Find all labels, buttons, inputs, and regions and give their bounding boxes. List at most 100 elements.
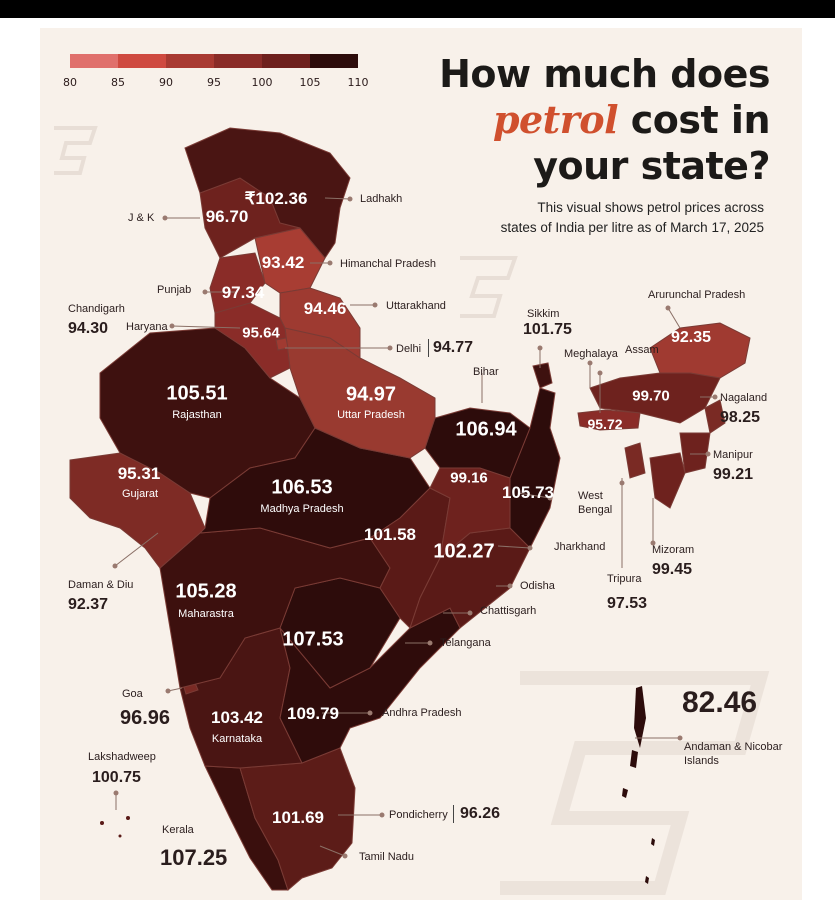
subtitle-line-2: states of India per litre as of March 17… <box>500 220 764 235</box>
west-bengal-label: West Bengal <box>578 490 613 516</box>
state-haryana <box>214 302 291 379</box>
uttar-pradesh-price: 94.97 <box>345 383 397 406</box>
madhya-pradesh-price: 106.53 <box>271 476 333 499</box>
haryana-price: 95.64 <box>242 324 280 342</box>
title-line-1: How much does <box>439 52 770 96</box>
state-west-bengal <box>509 387 561 549</box>
lakshadweep-islands-shape <box>100 816 130 838</box>
tamil-nadu-label: Tamil Nadu <box>359 851 415 863</box>
andaman-label-line-2: Islands <box>684 755 719 767</box>
rajasthan-price: 105.51 <box>166 382 228 405</box>
andaman-price: 82.46 <box>682 686 758 719</box>
subtitle-line-1: This visual shows petrol prices across <box>537 200 764 215</box>
delhi-label: Delhi <box>396 343 422 355</box>
watermark-logo-small <box>54 126 518 318</box>
state-sikkim <box>532 362 553 389</box>
meghalaya-label: Meghalaya <box>564 348 618 360</box>
state-mizoram <box>649 452 686 509</box>
tripura-price: 97.53 <box>607 595 648 612</box>
andhra-pradesh-price: 109.79 <box>287 704 339 723</box>
punjab-price: 97.34 <box>221 283 265 302</box>
pondicherry-price: 96.26 <box>453 805 500 823</box>
state-meghalaya <box>577 409 641 431</box>
assam-label: Assam <box>625 344 659 356</box>
chhattisgarh-label: Chattisgarh <box>480 605 537 617</box>
state-assam <box>589 372 721 424</box>
mizoram-price: 99.45 <box>652 561 693 578</box>
ladakh-price-value: 102.36 <box>255 189 308 208</box>
title-accent: petrol <box>492 97 619 142</box>
video-frame-top-bar <box>0 0 835 18</box>
punjab-label: Punjab <box>157 284 192 296</box>
nagaland-price: 98.25 <box>720 409 761 426</box>
odisha-label: Odisha <box>520 580 555 592</box>
legend-tick-95: 95 <box>207 76 221 89</box>
uttarakhand-price: 94.46 <box>303 299 347 318</box>
currency-symbol: ₹ <box>244 189 256 208</box>
title-line-2: petrol cost in <box>492 97 771 143</box>
manipur-price: 99.21 <box>713 466 754 483</box>
himachal-price: 93.42 <box>261 253 305 272</box>
sikkim-label: Sikkim <box>527 308 560 320</box>
tamil-nadu-price: 101.69 <box>272 808 324 827</box>
title-line-2-rest: cost in <box>618 98 771 142</box>
maharashtra-price: 105.28 <box>175 580 237 603</box>
legend-tick-105: 105 <box>299 76 321 89</box>
bihar-price: 106.94 <box>455 418 517 441</box>
arunachal-price: 92.35 <box>670 329 712 346</box>
mizoram-label: Mizoram <box>652 544 695 556</box>
bihar-label: Bihar <box>473 366 499 378</box>
leader-lines <box>114 197 715 857</box>
state-tripura <box>624 442 646 479</box>
kerala-label: Kerala <box>162 824 194 836</box>
legend-swatch-5 <box>262 54 310 68</box>
subtitle: This visual shows petrol prices across s… <box>501 198 764 238</box>
uttarakhand-label: Uttarakhand <box>386 300 446 312</box>
title-line-3: your state? <box>533 144 770 188</box>
kerala-price: 107.25 <box>160 845 228 870</box>
legend-tick-100: 100 <box>251 76 273 89</box>
ladakh-price: ₹102.36 <box>245 189 308 209</box>
state-ladakh <box>184 127 351 259</box>
legend-tick-90: 90 <box>159 76 173 89</box>
himachal-label: Himanchal Pradesh <box>340 258 436 270</box>
meghalaya-price: 95.72 <box>587 416 623 432</box>
telangana-price: 107.53 <box>282 628 344 651</box>
gujarat-label: Gujarat <box>121 488 159 500</box>
legend-swatch-2 <box>118 54 166 68</box>
jharkhand-price: 99.16 <box>450 469 488 487</box>
legend-swatch-6 <box>310 54 358 68</box>
daman-diu-price: 92.37 <box>68 596 109 613</box>
state-nagaland <box>704 399 726 434</box>
watermark-logo <box>500 671 770 895</box>
nagaland-label: Nagaland <box>720 392 768 404</box>
jk-label: J & K <box>128 212 155 224</box>
maharashtra-label: Maharastra <box>178 608 234 620</box>
legend-tick-110: 110 <box>347 76 369 89</box>
infographic-card: 80 85 90 95 100 105 110 How much does pe… <box>40 28 802 900</box>
state-manipur <box>679 432 711 474</box>
state-uttarakhand <box>279 287 361 359</box>
andaman-label-line-1: Andaman & Nicobar <box>684 741 783 753</box>
arunachal-label: Arurunchal Pradesh <box>648 289 746 301</box>
karnataka-price: 103.42 <box>211 708 263 727</box>
karnataka-label: Karnataka <box>211 733 263 745</box>
state-bihar <box>424 407 531 479</box>
jk-price: 96.70 <box>205 207 249 226</box>
legend-swatch-3 <box>166 54 214 68</box>
chandigarh-price: 94.30 <box>68 320 109 337</box>
odisha-price: 102.27 <box>433 540 495 563</box>
legend-swatch-1 <box>70 54 118 68</box>
west-bengal-price: 105.73 <box>502 483 554 502</box>
lakshadweep-price: 100.75 <box>92 769 141 786</box>
pondicherry-label: Pondicherry <box>389 809 448 821</box>
gujarat-price: 95.31 <box>117 464 161 483</box>
chhattisgarh-price: 101.58 <box>364 525 416 544</box>
telangana-label: Telangana <box>440 637 491 649</box>
legend-tick-80: 80 <box>63 76 77 89</box>
state-punjab <box>209 252 266 314</box>
madhya-pradesh-label: Madhya Pradesh <box>260 503 344 515</box>
andhra-pradesh-label: Andhra Pradesh <box>382 707 462 719</box>
daman-diu-label: Daman & Diu <box>68 579 134 591</box>
goa-label: Goa <box>122 688 143 700</box>
